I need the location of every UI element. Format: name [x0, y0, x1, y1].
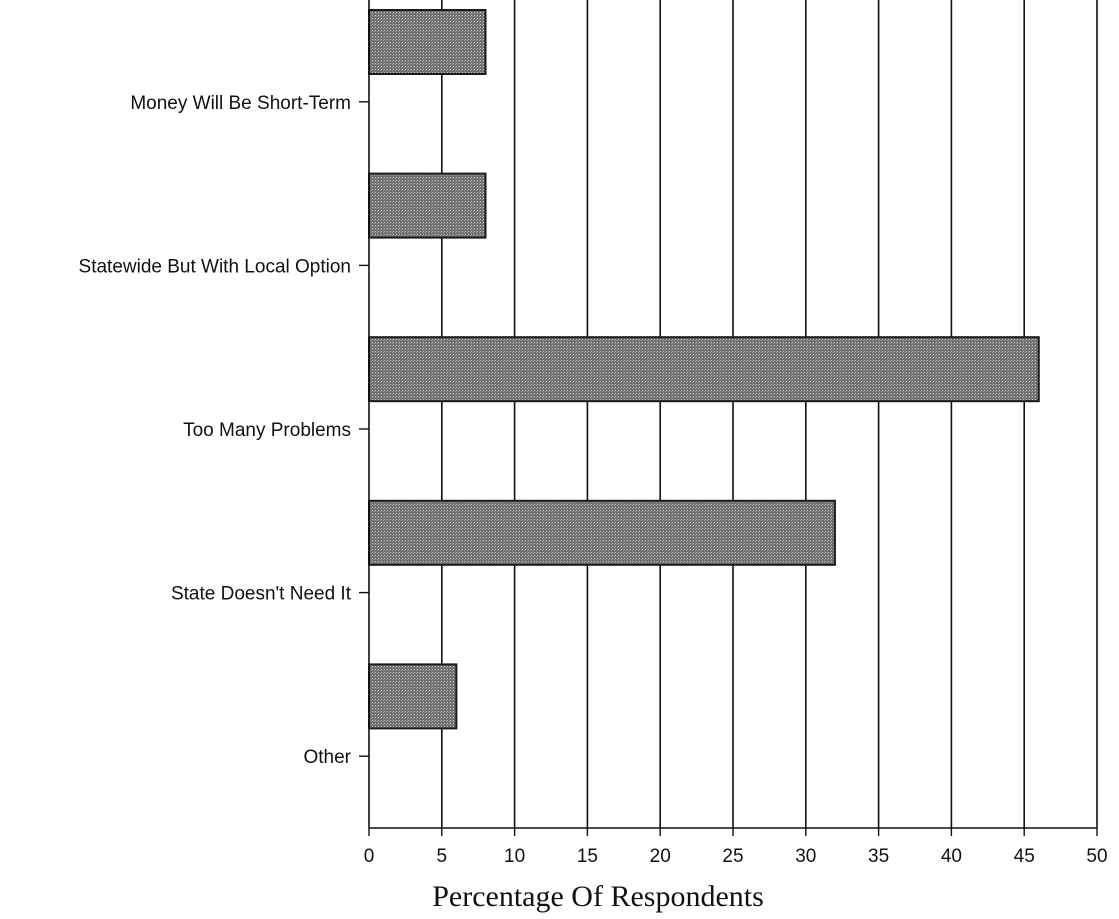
axes: [359, 0, 1098, 836]
x-tick-label: 20: [650, 846, 671, 867]
gridlines: [440, 0, 1098, 828]
y-tick-label: Other: [303, 747, 351, 768]
x-tick-label: 50: [1086, 846, 1107, 867]
x-tick-label: 5: [437, 846, 448, 867]
x-tick-labels: 0 5 10 15 20 25 30 35 40 45 50: [364, 846, 1108, 867]
y-tick-label: Too Many Problems: [183, 420, 351, 441]
bars: [368, 9, 1040, 730]
bar: [368, 336, 1040, 403]
y-tick-labels: Money Will Be Short-Term Statewide But Wi…: [79, 93, 352, 768]
bar: [368, 663, 458, 730]
x-tick-label: 0: [364, 846, 375, 867]
x-tick-label: 15: [577, 846, 598, 867]
x-axis-title: Percentage Of Respondents: [432, 880, 764, 913]
x-tick-label: 45: [1014, 846, 1035, 867]
y-tick-label: Statewide But With Local Option: [79, 256, 351, 277]
x-tick-label: 10: [504, 846, 525, 867]
x-tick-label: 25: [722, 846, 743, 867]
x-tick-label: 30: [795, 846, 816, 867]
y-tick-label: State Doesn't Need It: [171, 584, 352, 605]
x-tick-label: 35: [868, 846, 889, 867]
y-tick-label: Money Will Be Short-Term: [130, 93, 351, 114]
bar: [368, 9, 487, 75]
bar: [368, 499, 836, 566]
x-tick-label: 40: [941, 846, 962, 867]
bar: [368, 172, 487, 239]
